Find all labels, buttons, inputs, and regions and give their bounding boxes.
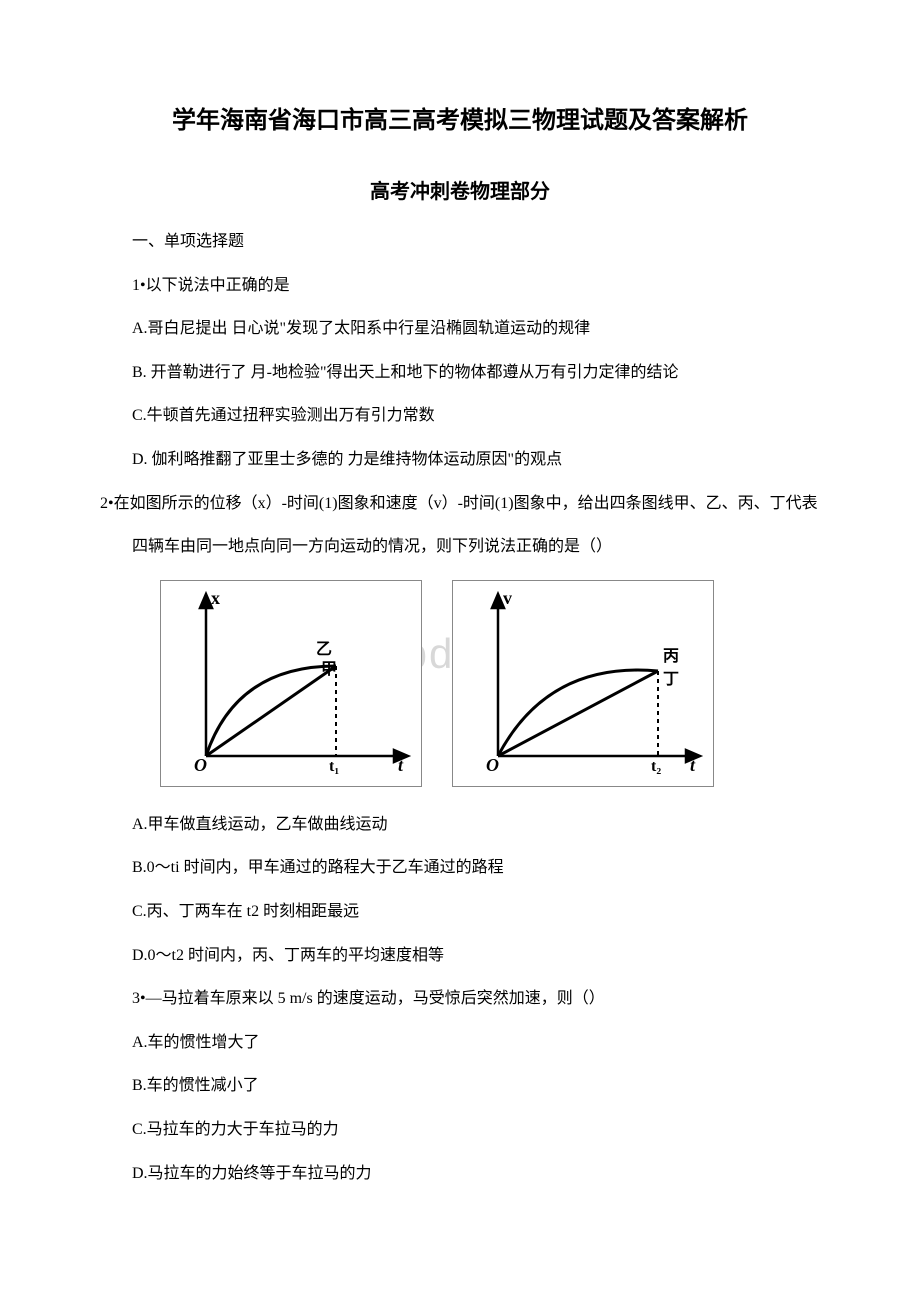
q1-option-d: D. 伽利略推翻了亚里士多德的 力是维持物体运动原因"的观点 (100, 447, 820, 473)
graph2-ylabel: v (503, 588, 512, 608)
graph2-xtick: t₂ (651, 758, 661, 775)
graph-vt-svg: v 丙 丁 O t₂ t (458, 586, 708, 776)
q2-option-b: B.0～ti 时间内，甲车通过的路程大于乙车通过的路程 (100, 855, 820, 881)
q2-option-a: A.甲车做直线运动，乙车做曲线运动 (100, 812, 820, 838)
q3-option-a: A.车的惯性增大了 (100, 1030, 820, 1056)
document-subtitle: 高考冲刺卷物理部分 (100, 175, 820, 204)
q1-option-c: C.牛顿首先通过扭秤实验测出万有引力常数 (100, 403, 820, 429)
page-content: 学年海南省海口市高三高考模拟三物理试题及答案解析 高考冲刺卷物理部分 一、单项选… (100, 100, 820, 1186)
graph1-origin: O (194, 755, 207, 775)
q3-stem: 3•—马拉着车原来以 5 m/s 的速度运动，马受惊后突然加速，则（） (100, 986, 820, 1012)
q1-option-b: B. 开普勒进行了 月-地检验"得出天上和地下的物体都遵从万有引力定律的结论 (100, 360, 820, 386)
graph1-curve1-label: 乙 (316, 641, 332, 658)
q2-option-c: C.丙、丁两车在 t2 时刻相距最远 (100, 899, 820, 925)
q3-option-d: D.马拉车的力始终等于车拉马的力 (100, 1161, 820, 1187)
graph-xt: x 乙 甲 O t₁ t (160, 580, 422, 787)
q1-stem: 1•以下说法中正确的是 (100, 273, 820, 299)
graph2-origin: O (486, 755, 499, 775)
graph1-xtick: t₁ (329, 758, 339, 775)
graph1-ylabel: x (211, 588, 220, 608)
q1-option-a: A.哥白尼提出 日心说"发现了太阳系中行星沿椭圆轨道运动的规律 (100, 316, 820, 342)
graph-vt: v 丙 丁 O t₂ t (452, 580, 714, 787)
section-heading: 一、单项选择题 (100, 229, 820, 255)
q2-stem-line2: 四辆车由同一地点向同一方向运动的情况，则下列说法正确的是（） (100, 534, 820, 560)
graph2-curve1-label: 丙 (663, 647, 679, 665)
q2-option-d: D.0～t2 时间内，丙、丁两车的平均速度相等 (100, 943, 820, 969)
graph1-curve2-label: 甲 (321, 660, 337, 678)
q2-stem-line1: 2•在如图所示的位移（x）-时间(1)图象和速度（v）-时间(1)图象中，给出四… (100, 491, 820, 517)
q3-option-b: B.车的惯性减小了 (100, 1073, 820, 1099)
document-title: 学年海南省海口市高三高考模拟三物理试题及答案解析 (100, 100, 820, 135)
graphs-row: x 乙 甲 O t₁ t (160, 580, 820, 787)
q3-option-c: C.马拉车的力大于车拉马的力 (100, 1117, 820, 1143)
graph-xt-svg: x 乙 甲 O t₁ t (166, 586, 416, 776)
graph2-curve2-label: 丁 (663, 671, 679, 688)
